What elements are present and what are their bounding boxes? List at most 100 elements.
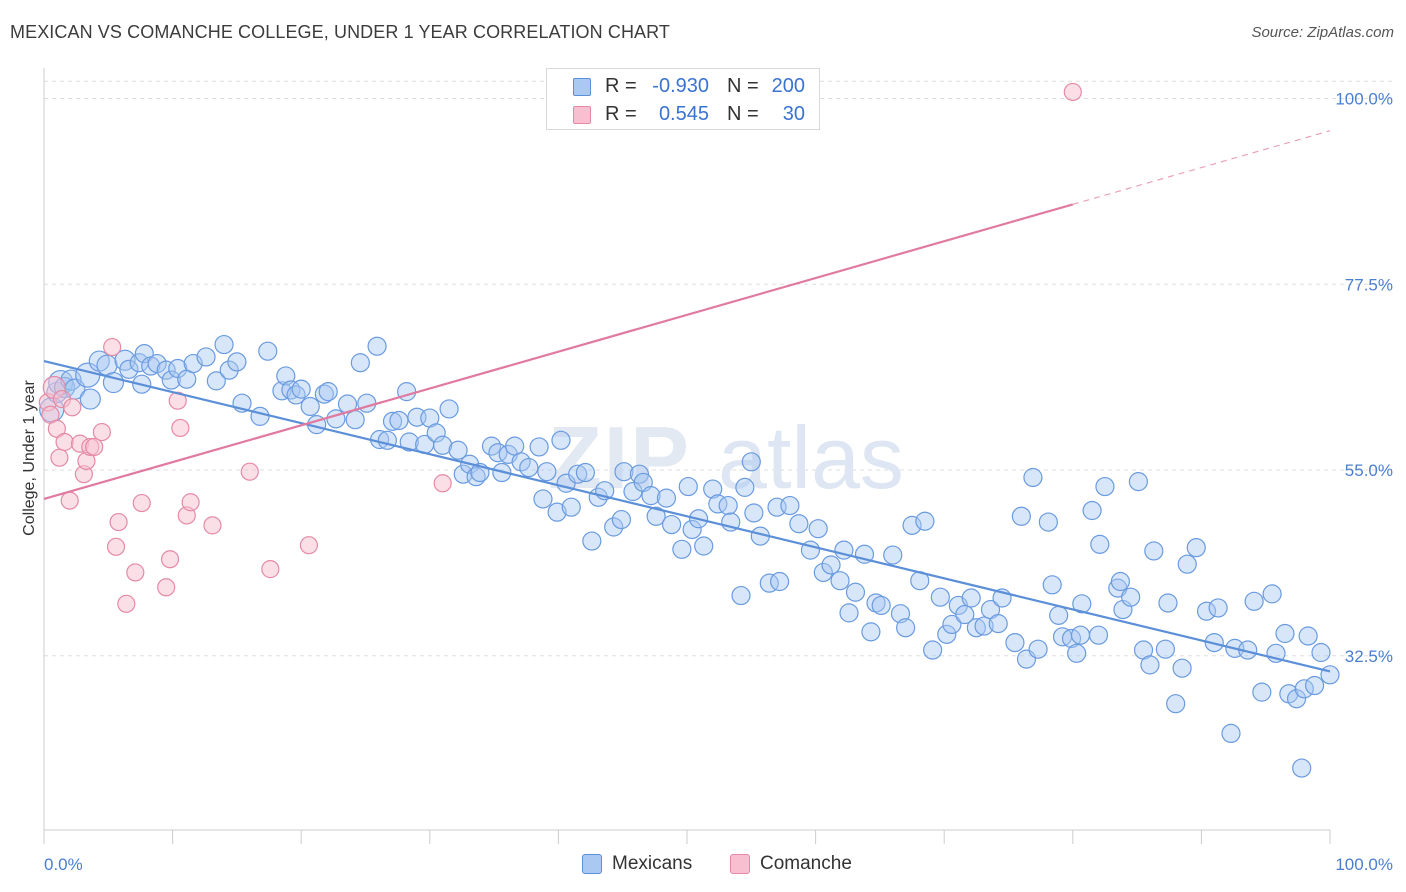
data-point-mexicans <box>961 588 981 608</box>
data-point-mexicans <box>219 360 239 380</box>
data-point-mexicans <box>839 603 859 623</box>
data-point-mexicans <box>511 452 531 472</box>
data-point-comanche <box>50 448 69 467</box>
data-point-mexicans <box>377 430 397 450</box>
data-point-mexicans <box>656 488 677 508</box>
data-point-mexicans <box>1208 598 1228 618</box>
data-point-mexicans <box>1155 639 1175 659</box>
trend-line-comanche-extension <box>1072 130 1331 205</box>
data-point-comanche <box>117 594 136 613</box>
legend-label-mexicans: Mexicans <box>612 853 693 874</box>
svg-text:atlas: atlas <box>718 408 904 507</box>
data-point-comanche <box>106 537 126 556</box>
y-tick-label: 77.5% <box>1345 275 1393 294</box>
data-point-comanche <box>103 337 122 357</box>
legend-n-value: 30 <box>782 103 805 125</box>
data-point-comanche <box>168 391 187 410</box>
data-point-mexicans <box>672 539 692 559</box>
trend-line-comanche <box>43 203 1074 501</box>
series-legend: Mexicans Comanche <box>0 852 1406 878</box>
data-point-mexicans <box>1095 476 1115 497</box>
data-point-mexicans <box>1038 512 1058 532</box>
data-point-mexicans <box>551 430 571 450</box>
data-point-mexicans <box>568 464 588 484</box>
data-point-mexicans <box>1144 541 1164 561</box>
x-tick-label: 100.0% <box>1335 855 1393 874</box>
data-point-mexicans <box>1262 584 1282 604</box>
data-point-mexicans <box>1110 571 1130 592</box>
legend-swatch-mexicans <box>582 854 602 874</box>
data-point-mexicans <box>345 410 365 430</box>
data-point-mexicans <box>350 353 370 373</box>
data-point-mexicans <box>1158 593 1178 613</box>
data-point-mexicans <box>741 452 761 472</box>
data-point-mexicans <box>519 457 539 478</box>
data-point-mexicans <box>561 497 581 517</box>
legend-r-label: R = <box>605 75 637 97</box>
data-point-comanche <box>181 493 200 512</box>
data-point-mexicans <box>439 399 459 419</box>
data-point-mexicans <box>399 432 419 452</box>
source-label: Source: ZipAtlas.com <box>1251 24 1394 41</box>
data-point-comanche <box>240 462 259 481</box>
data-point-mexicans <box>1196 601 1217 621</box>
data-point-mexicans <box>1311 642 1331 663</box>
legend-row-mexicans: R = -0.930 N = 200 <box>547 73 819 99</box>
data-point-mexicans <box>930 587 950 607</box>
data-point-mexicans <box>896 618 916 638</box>
data-point-mexicans <box>821 555 841 575</box>
data-point-mexicans <box>1128 472 1148 492</box>
data-point-mexicans <box>942 614 962 635</box>
data-point-mexicans <box>1292 758 1312 778</box>
data-point-mexicans <box>744 503 764 523</box>
data-point-comanche <box>160 550 180 569</box>
data-point-mexicans <box>1298 626 1318 646</box>
data-point-mexicans <box>1294 679 1314 699</box>
data-point-mexicans <box>641 486 661 506</box>
data-point-mexicans <box>614 462 634 482</box>
data-point-comanche <box>433 474 452 493</box>
data-point-mexicans <box>547 502 567 522</box>
chart-title: MEXICAN VS COMANCHE COLLEGE, UNDER 1 YEA… <box>10 22 671 42</box>
data-point-mexicans <box>1166 694 1186 714</box>
data-point-mexicans <box>694 536 714 556</box>
data-point-mexicans <box>79 388 101 410</box>
data-point-mexicans <box>1286 689 1307 709</box>
data-point-mexicans <box>1320 665 1340 685</box>
data-point-mexicans <box>830 571 850 591</box>
data-point-comanche <box>55 432 74 452</box>
data-point-mexicans <box>604 517 624 537</box>
data-point-mexicans <box>1070 625 1091 645</box>
legend-r-value: 0.545 <box>658 103 709 125</box>
data-point-mexicans <box>286 385 306 405</box>
data-point-mexicans <box>1252 682 1272 702</box>
data-point-comanche <box>132 493 151 513</box>
data-point-comanche <box>109 512 128 532</box>
data-point-mexicans <box>646 506 666 526</box>
legend-n-label: N = <box>727 75 759 97</box>
data-point-mexicans <box>813 562 833 583</box>
watermark: ZIP atlas <box>548 408 904 507</box>
data-point-mexicans <box>808 519 828 539</box>
data-point-mexicans <box>611 509 632 530</box>
data-point-mexicans <box>1186 538 1206 558</box>
data-point-mexicans <box>258 341 278 361</box>
data-point-mexicans <box>1067 643 1087 663</box>
data-point-mexicans <box>318 382 338 402</box>
data-point-comanche <box>261 560 280 579</box>
legend-n-value: 200 <box>771 75 805 97</box>
tick-labels: 100.0% 77.5% 55.0% 32.5% 0.0% 100.0% <box>44 90 1393 874</box>
data-point-comanche <box>85 437 104 457</box>
legend-r-label: R = <box>605 103 637 125</box>
legend-n-label: N = <box>727 103 759 125</box>
x-tick-label: 0.0% <box>44 855 83 874</box>
data-point-mexicans <box>357 393 377 413</box>
series-mexicans <box>39 334 1340 778</box>
data-point-mexicans <box>389 410 409 431</box>
data-point-mexicans <box>678 476 698 497</box>
data-point-mexicans <box>682 519 702 540</box>
data-point-comanche <box>157 578 176 597</box>
data-point-mexicans <box>866 593 886 613</box>
data-point-comanche <box>1063 82 1082 102</box>
